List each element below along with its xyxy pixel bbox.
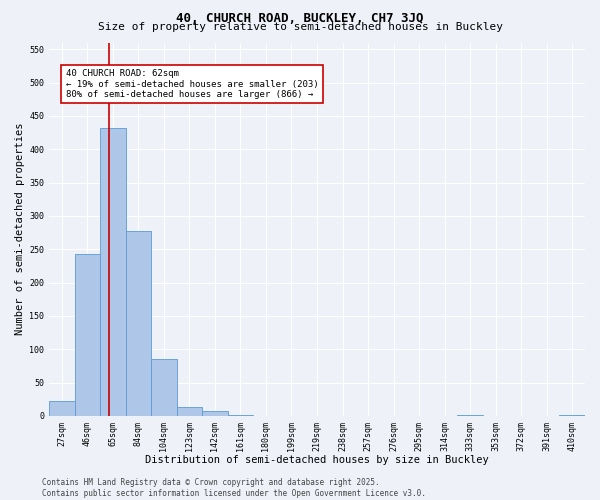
Bar [202,410,227,416]
Bar [457,414,483,416]
Text: 40, CHURCH ROAD, BUCKLEY, CH7 3JQ: 40, CHURCH ROAD, BUCKLEY, CH7 3JQ [176,12,424,26]
Bar [151,358,176,416]
Bar [74,254,100,416]
X-axis label: Distribution of semi-detached houses by size in Buckley: Distribution of semi-detached houses by … [145,455,489,465]
Text: 40 CHURCH ROAD: 62sqm
← 19% of semi-detached houses are smaller (203)
80% of sem: 40 CHURCH ROAD: 62sqm ← 19% of semi-deta… [65,69,318,99]
Bar [49,402,74,416]
Text: Contains HM Land Registry data © Crown copyright and database right 2025.
Contai: Contains HM Land Registry data © Crown c… [42,478,426,498]
Y-axis label: Number of semi-detached properties: Number of semi-detached properties [15,123,25,336]
Bar [100,128,125,416]
Bar [125,231,151,416]
Bar [176,406,202,416]
Text: Size of property relative to semi-detached houses in Buckley: Size of property relative to semi-detach… [97,22,503,32]
